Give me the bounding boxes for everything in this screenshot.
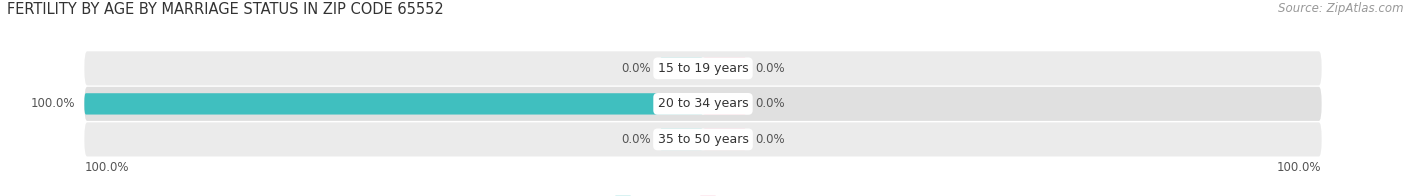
Text: 0.0%: 0.0% [755,97,785,110]
Text: 0.0%: 0.0% [755,133,785,146]
Text: 0.0%: 0.0% [755,62,785,75]
FancyBboxPatch shape [703,129,747,150]
FancyBboxPatch shape [659,58,703,79]
Text: 100.0%: 100.0% [84,162,129,174]
Legend: Married, Unmarried: Married, Unmarried [610,191,796,196]
Text: 35 to 50 years: 35 to 50 years [658,133,748,146]
Text: 20 to 34 years: 20 to 34 years [658,97,748,110]
Text: Source: ZipAtlas.com: Source: ZipAtlas.com [1278,2,1403,15]
Text: 100.0%: 100.0% [31,97,75,110]
Text: 0.0%: 0.0% [621,62,651,75]
FancyBboxPatch shape [84,51,1322,85]
FancyBboxPatch shape [659,129,703,150]
Text: 0.0%: 0.0% [621,133,651,146]
Text: FERTILITY BY AGE BY MARRIAGE STATUS IN ZIP CODE 65552: FERTILITY BY AGE BY MARRIAGE STATUS IN Z… [7,2,444,17]
FancyBboxPatch shape [703,58,747,79]
FancyBboxPatch shape [84,87,1322,121]
FancyBboxPatch shape [84,122,1322,156]
FancyBboxPatch shape [84,93,703,114]
Text: 15 to 19 years: 15 to 19 years [658,62,748,75]
Text: 100.0%: 100.0% [1277,162,1322,174]
FancyBboxPatch shape [703,93,747,114]
